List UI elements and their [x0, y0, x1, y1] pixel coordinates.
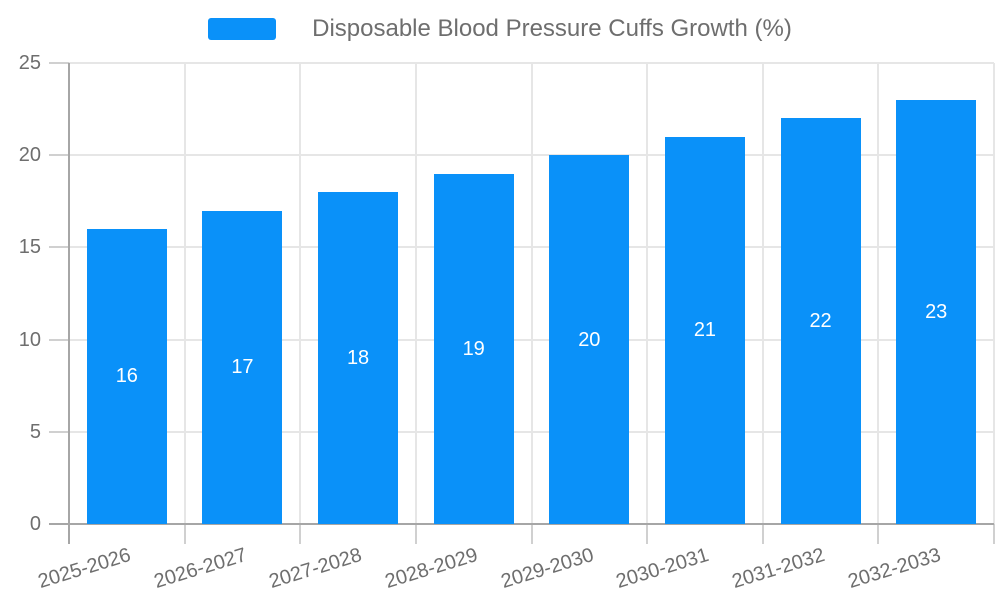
x-tick-label: 2029-2030 [498, 543, 597, 593]
x-axis-line [49, 523, 994, 525]
y-tick [49, 62, 69, 64]
y-tick-label: 15 [18, 236, 41, 259]
v-gridline [414, 63, 417, 524]
bar[interactable] [86, 228, 167, 524]
x-tick-label: 2031-2032 [729, 543, 828, 593]
v-gridline [993, 63, 995, 524]
y-tick [49, 154, 69, 157]
x-tick [299, 524, 302, 544]
x-tick [414, 524, 417, 544]
y-tick-label: 25 [18, 52, 41, 74]
bar[interactable] [896, 99, 977, 524]
x-tick [993, 524, 995, 544]
bar[interactable] [433, 173, 514, 524]
x-tick [646, 524, 649, 544]
x-tick-label: 2025-2026 [35, 543, 134, 593]
v-gridline [183, 63, 186, 524]
x-tick-label: 2030-2031 [613, 543, 712, 593]
x-tick [761, 524, 764, 544]
y-tick-label: 20 [18, 144, 41, 167]
v-gridline [299, 63, 302, 524]
bar[interactable] [780, 118, 861, 524]
y-tick [49, 338, 69, 341]
x-tick [877, 524, 880, 544]
v-gridline [646, 63, 649, 524]
y-axis-line [68, 63, 70, 544]
v-gridline [530, 63, 533, 524]
y-tick [49, 430, 69, 433]
x-tick-label: 2028-2029 [382, 543, 481, 593]
x-tick-label: 2032-2033 [845, 543, 943, 593]
x-tick [530, 524, 533, 544]
bar[interactable] [664, 136, 745, 524]
legend-label: Disposable Blood Pressure Cuffs Growth (… [312, 15, 792, 42]
bar[interactable] [202, 210, 283, 524]
v-gridline [877, 63, 880, 524]
y-tick-label: 10 [18, 328, 41, 351]
y-tick-label: 5 [29, 420, 41, 443]
y-tick-label: 0 [29, 513, 41, 535]
legend-item[interactable]: Disposable Blood Pressure Cuffs Growth (… [0, 14, 1000, 44]
legend-swatch-icon [208, 18, 277, 40]
y-tick [49, 246, 69, 249]
x-tick-label: 2027-2028 [266, 543, 365, 593]
v-gridline [761, 63, 764, 524]
bar[interactable] [549, 155, 630, 524]
x-tick [183, 524, 186, 544]
bar[interactable] [318, 192, 399, 524]
x-tick-label: 2026-2027 [151, 543, 250, 593]
